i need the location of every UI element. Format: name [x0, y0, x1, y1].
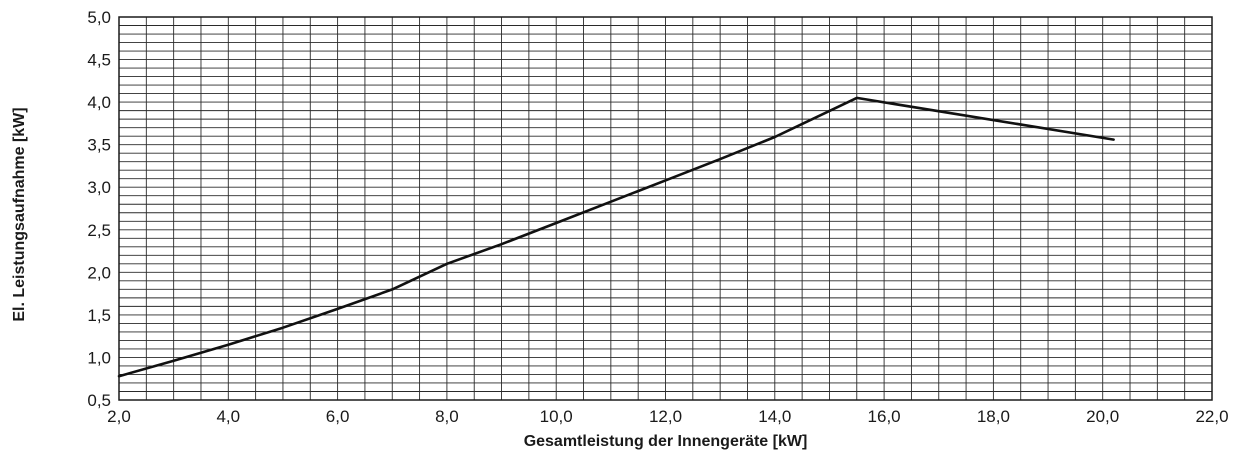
y-tick-label: 1,5 — [87, 306, 111, 325]
x-tick-label: 20,0 — [1086, 407, 1119, 426]
x-tick-label: 16,0 — [868, 407, 901, 426]
y-tick-label: 1,0 — [87, 348, 111, 367]
x-tick-label: 2,0 — [107, 407, 131, 426]
y-axis-title: El. Leistungsaufnahme [kW] — [11, 107, 28, 321]
x-axis-title: Gesamtleistung der Innengeräte [kW] — [524, 433, 808, 450]
grid — [119, 17, 1212, 400]
x-tick-label: 22,0 — [1195, 407, 1228, 426]
y-tick-label: 2,5 — [87, 221, 111, 240]
x-tick-label: 4,0 — [216, 407, 240, 426]
y-tick-label: 0,5 — [87, 391, 111, 410]
plot-area-frame — [118, 16, 1213, 401]
y-tick-label: 5,0 — [87, 8, 111, 27]
y-tick-label: 3,0 — [87, 178, 111, 197]
series-line — [117, 96, 1115, 378]
x-tick-label: 6,0 — [326, 407, 350, 426]
y-tick-label: 4,0 — [87, 93, 111, 112]
y-axis-tick-labels: 0,5 1,0 1,5 2,0 2,5 3,0 3,5 4,0 4,5 5,0 — [87, 8, 111, 410]
x-axis-tick-labels: 2,0 4,0 6,0 8,0 10,0 12,0 14,0 16,0 18,0 20,0 22,0 — [107, 407, 1228, 426]
y-tick-label: 3,5 — [87, 136, 111, 155]
x-tick-label: 12,0 — [649, 407, 682, 426]
x-tick-label: 10,0 — [540, 407, 573, 426]
x-tick-label: 8,0 — [435, 407, 459, 426]
x-tick-label: 18,0 — [977, 407, 1010, 426]
y-tick-label: 4,5 — [87, 51, 111, 70]
y-tick-label: 2,0 — [87, 263, 111, 282]
series-layer — [117, 96, 1115, 378]
x-tick-label: 14,0 — [758, 407, 791, 426]
